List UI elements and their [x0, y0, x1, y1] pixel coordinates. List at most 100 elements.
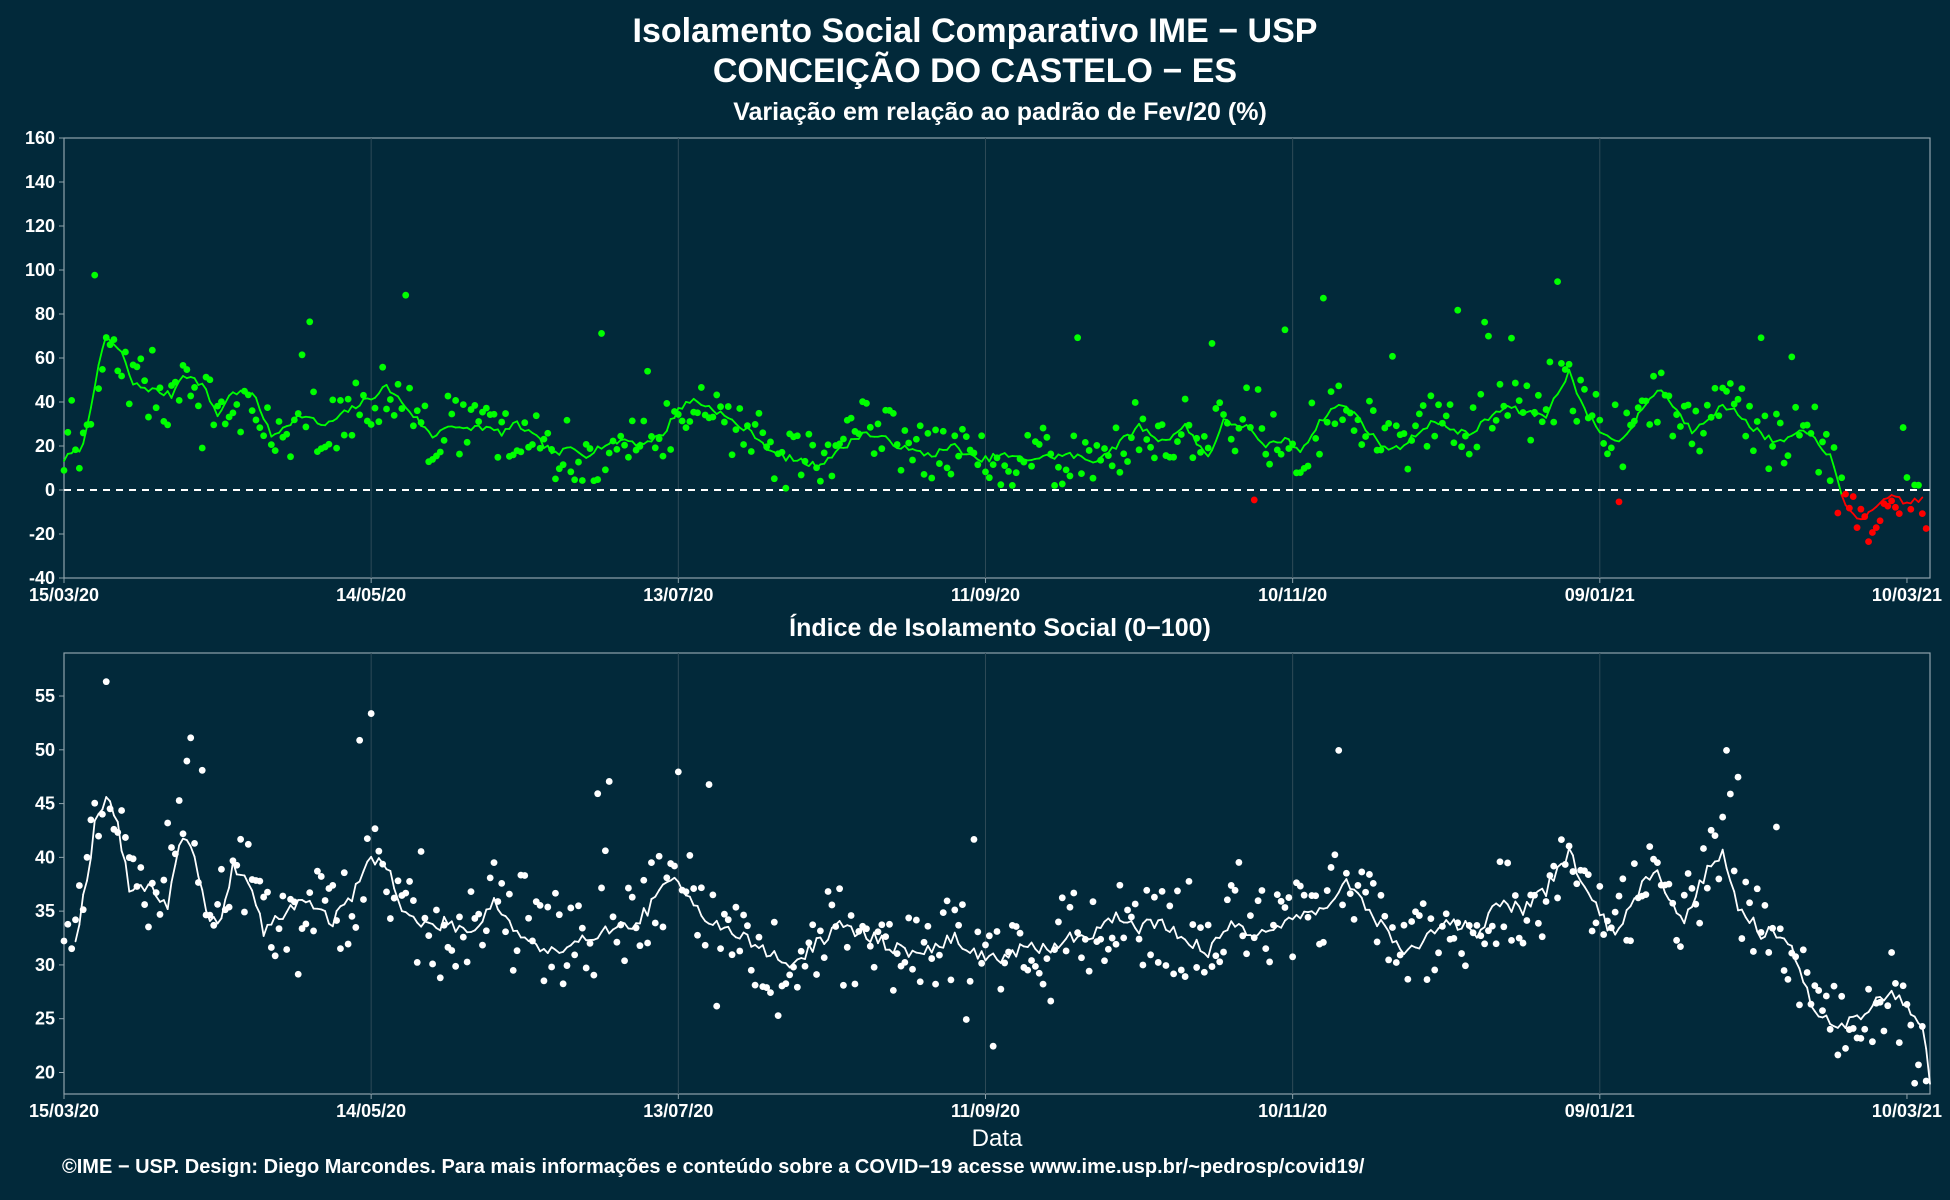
data-point [394, 877, 402, 885]
data-point [1485, 927, 1492, 935]
y-tick-label: 25 [35, 1009, 55, 1029]
data-point [1688, 884, 1696, 892]
data-point [1208, 963, 1216, 970]
trend-line-segment [1552, 866, 1559, 882]
data-point [966, 977, 974, 985]
data-point [148, 346, 156, 354]
data-point [621, 441, 628, 449]
trend-line-segment [1575, 873, 1582, 883]
data-point [402, 291, 410, 299]
data-point [1070, 889, 1078, 897]
trend-line-segment [1053, 942, 1060, 949]
data-point [371, 404, 379, 412]
data-point [1773, 823, 1780, 831]
trend-line-segment [516, 420, 522, 430]
data-point [256, 877, 264, 885]
data-point [1542, 898, 1550, 905]
data-point [1711, 384, 1719, 392]
data-point [1853, 524, 1861, 532]
data-point [229, 857, 237, 865]
data-point [532, 412, 540, 420]
data-point [1066, 903, 1074, 911]
data-point [513, 947, 521, 955]
data-point [1799, 946, 1807, 954]
data-point [1081, 438, 1089, 446]
data-point [767, 989, 774, 997]
data-point [521, 872, 529, 879]
data-point [1312, 434, 1320, 442]
data-point [816, 477, 824, 485]
x-tick-label: 15/03/20 [29, 1101, 99, 1121]
data-point [1784, 452, 1792, 460]
data-point [720, 910, 728, 918]
data-point [1742, 878, 1750, 886]
data-point [1273, 891, 1281, 899]
data-point [1412, 422, 1419, 430]
data-point [617, 921, 625, 929]
data-point [1212, 405, 1220, 412]
data-point [1761, 412, 1769, 420]
trend-line-segment [93, 813, 100, 822]
trend-line-segment [1502, 899, 1509, 906]
trend-line-segment [481, 908, 488, 923]
data-point [1131, 399, 1139, 406]
data-point [763, 984, 771, 991]
data-point [1039, 980, 1047, 988]
data-point [1062, 947, 1070, 955]
data-point [613, 938, 621, 946]
data-point [1765, 465, 1773, 473]
data-point [191, 839, 198, 847]
trend-line-segment [470, 425, 476, 432]
data-point [609, 437, 617, 445]
data-point [118, 372, 125, 380]
data-point [705, 781, 713, 788]
data-point [1327, 864, 1335, 871]
data-point [206, 911, 214, 919]
data-point [529, 937, 536, 945]
trend-line-segment [1395, 940, 1402, 950]
data-point [1673, 411, 1680, 418]
data-point [625, 884, 632, 892]
data-point [1746, 899, 1753, 907]
data-point [225, 903, 233, 911]
data-point [1135, 446, 1143, 454]
trend-line-segment [1737, 414, 1743, 420]
trend-line-segment [1510, 900, 1517, 913]
data-point [1819, 1007, 1826, 1015]
trend-line-segment [1625, 905, 1632, 911]
data-point [1465, 450, 1473, 458]
data-point [1074, 334, 1082, 342]
trend-line-segment [1836, 479, 1843, 496]
data-point [1753, 885, 1761, 893]
data-point [1761, 901, 1769, 909]
data-point [156, 911, 164, 918]
data-point [1258, 887, 1266, 894]
data-point [989, 461, 997, 469]
trend-line-segment [1069, 451, 1075, 459]
data-point [659, 923, 667, 931]
data-point [1523, 382, 1531, 390]
data-point [901, 958, 909, 966]
data-point [1796, 431, 1803, 439]
data-point [1915, 1061, 1922, 1069]
data-point [809, 921, 817, 929]
data-point [774, 1012, 782, 1020]
data-point [171, 850, 179, 858]
trend-line-segment [1725, 866, 1732, 882]
data-point [974, 928, 982, 936]
data-point [125, 400, 133, 408]
y-tick-label: 60 [35, 348, 55, 368]
data-point [175, 797, 183, 804]
data-point [1677, 423, 1684, 430]
trend-line-segment [1307, 434, 1313, 444]
trend-line-segment [347, 405, 353, 413]
trend-line-segment [1372, 433, 1379, 441]
data-point [1369, 879, 1377, 887]
data-point [1673, 936, 1680, 944]
data-point [713, 1002, 721, 1010]
data-point [709, 891, 717, 899]
data-point [1869, 1038, 1876, 1046]
data-point [1884, 502, 1892, 510]
data-point [1700, 845, 1707, 852]
trend-line-segment [1579, 880, 1586, 888]
